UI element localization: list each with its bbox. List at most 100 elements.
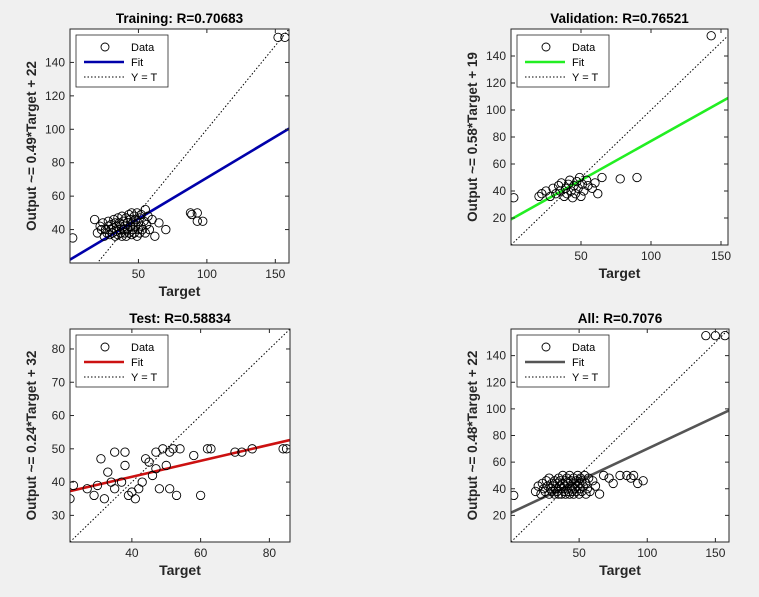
y-tick-label: 100 bbox=[486, 103, 506, 117]
data-point bbox=[511, 490, 519, 501]
data-point bbox=[185, 208, 196, 218]
data-point bbox=[585, 486, 595, 497]
data-point bbox=[154, 484, 165, 494]
legend-entry: Fit bbox=[572, 57, 584, 69]
x-tick-label: 40 bbox=[125, 546, 139, 560]
y-tick-label: 120 bbox=[45, 89, 65, 103]
legend-data-marker bbox=[100, 342, 110, 352]
x-tick-label: 150 bbox=[711, 249, 731, 263]
x-tick-label: 150 bbox=[265, 267, 285, 281]
legend-data-marker bbox=[100, 42, 110, 52]
data-point bbox=[140, 204, 150, 215]
y-tick-label: 60 bbox=[493, 455, 507, 469]
data-point bbox=[281, 444, 290, 454]
data-point bbox=[237, 447, 247, 457]
x-tick-label: 50 bbox=[574, 249, 588, 263]
data-point bbox=[192, 216, 202, 226]
y-tick-label: 50 bbox=[52, 442, 66, 456]
legend-entry: Data bbox=[131, 342, 155, 354]
data-point bbox=[593, 189, 603, 199]
data-point bbox=[175, 444, 185, 454]
data-point bbox=[202, 444, 213, 454]
data-point bbox=[574, 489, 584, 499]
legend-entry: Y = T bbox=[131, 72, 157, 84]
data-point bbox=[195, 490, 206, 501]
data-point bbox=[588, 476, 598, 486]
chart-title: Test: R=0.58834 bbox=[129, 311, 231, 326]
legend-entry: Fit bbox=[131, 357, 143, 369]
x-tick-label: 60 bbox=[194, 546, 208, 560]
data-point bbox=[130, 494, 140, 504]
data-point bbox=[92, 480, 103, 491]
data-point bbox=[615, 174, 625, 184]
data-point bbox=[99, 231, 109, 241]
y-tick-label: 40 bbox=[52, 475, 66, 489]
data-point bbox=[563, 179, 574, 189]
x-tick-label: 50 bbox=[132, 267, 146, 281]
legend-entry: Data bbox=[131, 42, 155, 54]
data-point bbox=[608, 478, 618, 489]
data-point bbox=[70, 480, 79, 491]
y-tick-label: 20 bbox=[493, 211, 507, 225]
data-point bbox=[110, 231, 120, 241]
identity-line bbox=[511, 35, 728, 245]
y-axis-label: Output ~= 0.49*Target + 22 bbox=[24, 61, 39, 231]
data-point bbox=[135, 228, 145, 238]
data-point bbox=[597, 172, 607, 183]
data-point bbox=[594, 489, 605, 499]
data-point bbox=[581, 175, 592, 185]
chart-panel-3: 40 60 80 30 40 50 60 70 80 Test: R=0.58834 Target O… bbox=[24, 311, 291, 578]
legend: Data Fit Y = T bbox=[516, 334, 610, 388]
data-point bbox=[150, 231, 160, 241]
data-point bbox=[534, 191, 544, 202]
y-tick-label: 40 bbox=[493, 482, 507, 496]
data-point bbox=[569, 489, 579, 499]
x-axis-label: Target bbox=[599, 562, 641, 578]
identity-line bbox=[96, 29, 289, 263]
legend-entry: Data bbox=[572, 42, 596, 54]
y-tick-label: 100 bbox=[486, 402, 506, 416]
data-point bbox=[549, 489, 560, 499]
data-point bbox=[151, 464, 161, 474]
data-point bbox=[161, 460, 171, 471]
x-axis-label: Target bbox=[159, 562, 201, 578]
x-tick-label: 100 bbox=[637, 546, 657, 560]
data-point bbox=[161, 224, 171, 235]
data-point bbox=[121, 231, 131, 241]
data-point bbox=[530, 486, 541, 497]
chart-panel-2: 50 100 150 20 40 60 80 100 120 140 Validation: R=0… bbox=[465, 11, 731, 281]
data-point bbox=[511, 193, 519, 203]
data-point bbox=[144, 457, 154, 467]
data-point bbox=[570, 189, 581, 199]
data-point bbox=[116, 477, 127, 487]
data-point bbox=[632, 172, 642, 183]
legend: Data Fit Y = T bbox=[516, 34, 610, 88]
legend-data-marker bbox=[541, 342, 551, 352]
data-point bbox=[701, 331, 711, 341]
data-point bbox=[89, 214, 100, 225]
data-point bbox=[96, 454, 106, 464]
data-point bbox=[165, 447, 175, 457]
y-tick-label: 60 bbox=[52, 409, 66, 423]
data-point bbox=[128, 218, 138, 228]
data-point bbox=[706, 31, 716, 41]
chart-title: Training: R=0.70683 bbox=[116, 11, 244, 26]
data-point bbox=[120, 447, 130, 457]
y-axis-label: Output ~= 0.24*Target + 32 bbox=[24, 351, 39, 521]
data-point bbox=[581, 478, 591, 489]
x-axis-label: Target bbox=[599, 265, 641, 281]
data-point bbox=[168, 444, 178, 454]
legend-entry: Data bbox=[572, 342, 596, 354]
x-tick-label: 80 bbox=[263, 546, 277, 560]
data-point bbox=[198, 216, 208, 226]
data-point bbox=[132, 208, 142, 218]
y-tick-label: 60 bbox=[52, 189, 66, 203]
x-tick-label: 150 bbox=[705, 546, 725, 560]
data-point bbox=[628, 470, 639, 481]
data-point bbox=[89, 490, 99, 501]
y-tick-label: 60 bbox=[493, 157, 507, 171]
y-tick-label: 120 bbox=[486, 375, 506, 389]
x-tick-label: 100 bbox=[641, 249, 661, 263]
legend-entry: Y = T bbox=[572, 72, 598, 84]
data-point bbox=[720, 331, 729, 341]
